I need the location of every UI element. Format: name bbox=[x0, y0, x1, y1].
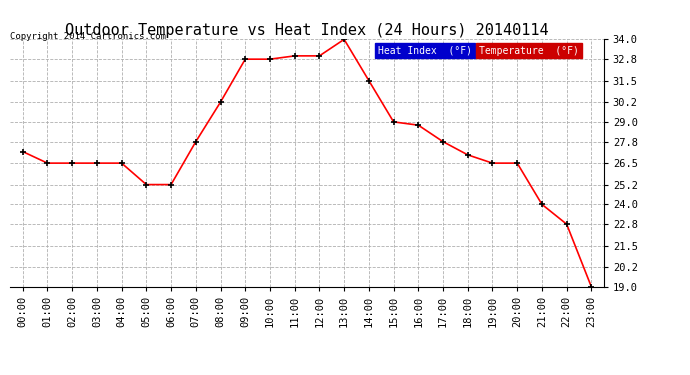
Text: Heat Index  (°F): Heat Index (°F) bbox=[378, 46, 472, 56]
Text: Copyright 2014 Cartronics.com: Copyright 2014 Cartronics.com bbox=[10, 32, 166, 41]
Text: Temperature  (°F): Temperature (°F) bbox=[479, 46, 579, 56]
Title: Outdoor Temperature vs Heat Index (24 Hours) 20140114: Outdoor Temperature vs Heat Index (24 Ho… bbox=[66, 23, 549, 38]
